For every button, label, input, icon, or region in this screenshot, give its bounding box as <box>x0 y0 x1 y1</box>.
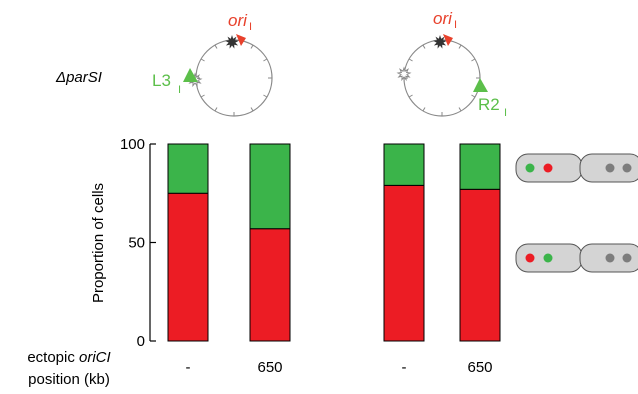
chromosome-tick <box>471 58 476 62</box>
focus-dot-icon <box>525 253 535 263</box>
chromosome-tick <box>458 44 462 49</box>
ter-starburst-icon <box>396 66 412 82</box>
bar-segment-green <box>249 143 291 230</box>
x-caption-line2: position (kb) <box>28 371 110 388</box>
y-tick-label: 100 <box>120 136 145 153</box>
bars <box>167 143 501 342</box>
chromosome-tick <box>250 107 254 112</box>
chromosome-tick <box>408 94 413 98</box>
legend-entry-0 <box>515 153 638 183</box>
marker-label: R2 <box>478 95 500 114</box>
chromosome-diagram-right: ori I R2 I <box>396 9 507 119</box>
chromosome-tick <box>263 94 268 98</box>
y-axis-ticks: 0 50 100 <box>120 136 156 350</box>
ori-subscript: I <box>454 19 457 31</box>
bar-segment-red <box>167 192 209 342</box>
chromosome-tick <box>250 44 254 49</box>
y-tick-label: 50 <box>128 235 145 252</box>
focus-dot-icon <box>605 253 615 263</box>
x-tick-label: - <box>186 359 191 376</box>
chromosome-diagram-left: ori I L3 I <box>152 11 273 117</box>
chromosome-tick <box>214 44 218 49</box>
bar-segment-red <box>249 228 291 342</box>
x-tick-label: 650 <box>257 359 282 376</box>
chromosome-tick <box>200 58 205 62</box>
focus-dot-icon <box>525 163 535 173</box>
stacked-bar-chart: 0 50 100 Proportion of cells - 650 - 650 <box>90 136 501 376</box>
chromosome-ticks <box>404 40 480 116</box>
chromosome-circle <box>195 39 273 117</box>
chromosome-tick <box>471 94 476 98</box>
y-tick-label: 0 <box>137 333 145 350</box>
focus-dot-icon <box>543 163 553 173</box>
x-tick-label: 650 <box>467 359 492 376</box>
ori-triangle-icon <box>443 34 453 46</box>
bar-segment-green <box>383 143 425 186</box>
marker-subscript: I <box>178 84 181 96</box>
focus-dot-icon <box>605 163 615 173</box>
chromosome-tick <box>263 58 268 62</box>
legend <box>515 153 638 273</box>
y-axis-label: Proportion of cells <box>90 183 107 303</box>
chromosome-tick <box>408 58 413 62</box>
strain-label: ΔparSI <box>55 69 102 86</box>
chromosome-tick <box>422 44 426 49</box>
legend-entry-1 <box>515 243 638 273</box>
ori-triangle-icon <box>236 34 246 46</box>
chromosome-circle <box>403 39 481 117</box>
bar-segment-red <box>459 188 501 342</box>
marker-subscript: I <box>504 107 507 119</box>
ori-starburst-icon <box>225 35 239 49</box>
marker-triangle-icon <box>183 68 198 82</box>
focus-dot-icon <box>622 163 632 173</box>
x-tick-labels: - 650 - 650 <box>186 359 493 376</box>
ori-subscript: I <box>249 21 252 33</box>
chromosome-tick <box>200 94 205 98</box>
x-tick-label: - <box>402 359 407 376</box>
bar-segment-green <box>459 143 501 190</box>
chromosome-tick <box>458 107 462 112</box>
x-caption-line1: ectopic oriCI <box>27 349 110 366</box>
bar-segment-green <box>167 143 209 194</box>
marker-label: L3 <box>152 71 171 90</box>
ori-starburst-icon <box>433 35 447 49</box>
ori-label: ori <box>433 9 453 28</box>
marker-triangle-icon <box>473 78 488 92</box>
chromosome-tick <box>214 107 218 112</box>
focus-dot-icon <box>622 253 632 263</box>
ori-label: ori <box>228 11 248 30</box>
bar-segment-red <box>383 184 425 342</box>
chromosome-tick <box>422 107 426 112</box>
focus-dot-icon <box>543 253 553 263</box>
